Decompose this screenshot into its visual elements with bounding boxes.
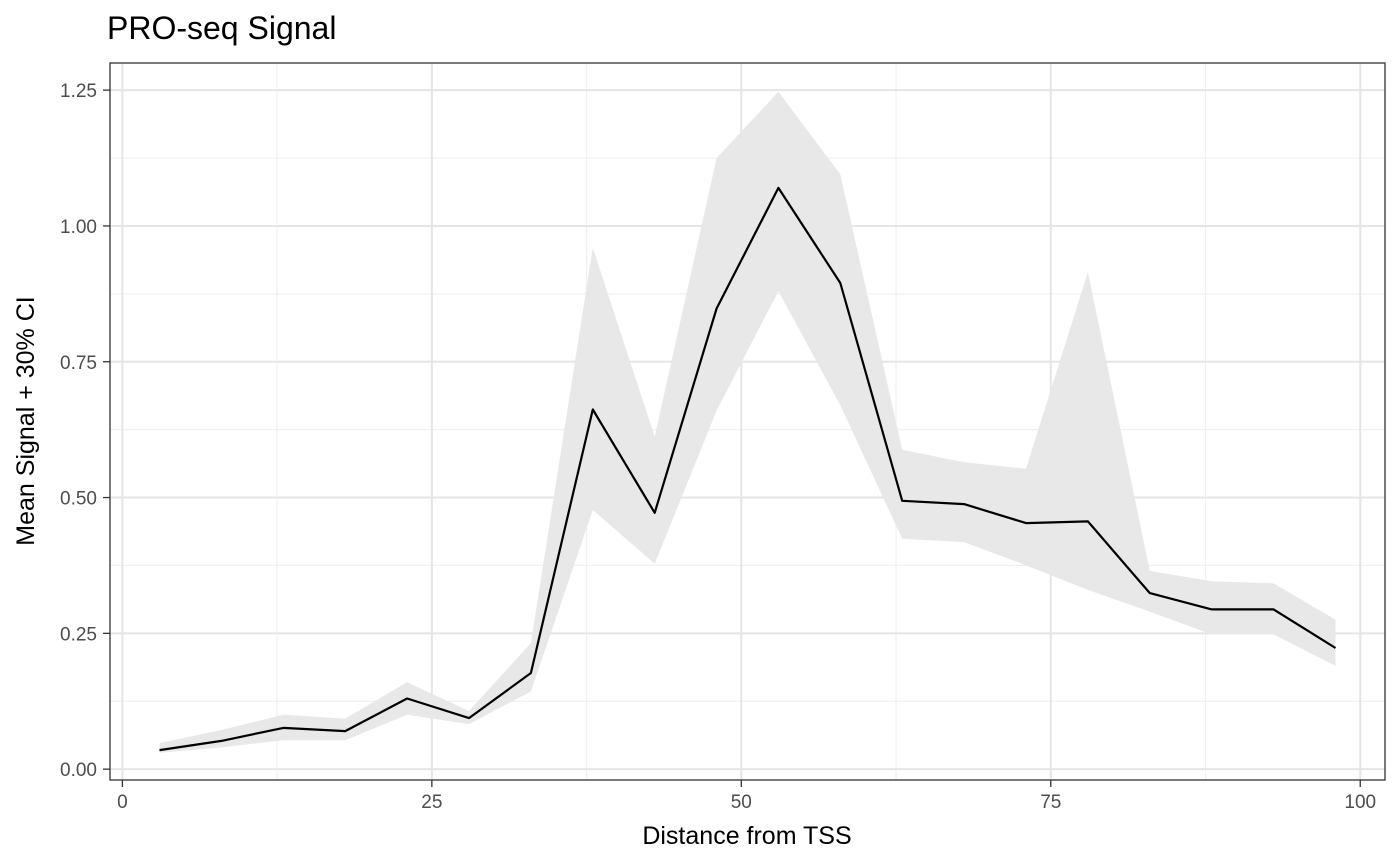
- x-tick-label: 75: [1040, 792, 1061, 813]
- x-tick-label: 0: [117, 792, 128, 813]
- chart-title: PRO-seq Signal: [107, 10, 336, 46]
- y-tick-label: 0.50: [60, 489, 97, 510]
- y-tick-label: 0.75: [60, 353, 97, 374]
- y-axis-title: Mean Signal + 30% CI: [12, 296, 40, 545]
- y-tick-label: 0.25: [60, 624, 97, 645]
- x-tick-label: 100: [1344, 792, 1376, 813]
- panel-border: [109, 62, 1386, 781]
- y-tick-label: 1.00: [60, 217, 97, 238]
- x-axis-title: Distance from TSS: [642, 822, 851, 850]
- x-axis: 0 25 50 75 100: [117, 780, 1376, 813]
- y-axis: 0.00 0.25 0.50 0.75 1.00 1.25: [60, 81, 110, 781]
- x-tick-label: 25: [421, 792, 442, 813]
- y-tick-label: 1.25: [60, 81, 97, 102]
- mean-signal-line: [159, 186, 1337, 752]
- confidence-band: [159, 91, 1336, 753]
- y-tick-label: 0.00: [60, 760, 97, 781]
- mean-line-layer: [159, 186, 1337, 752]
- x-tick-label: 50: [731, 792, 752, 813]
- confidence-band-layer: [159, 91, 1336, 753]
